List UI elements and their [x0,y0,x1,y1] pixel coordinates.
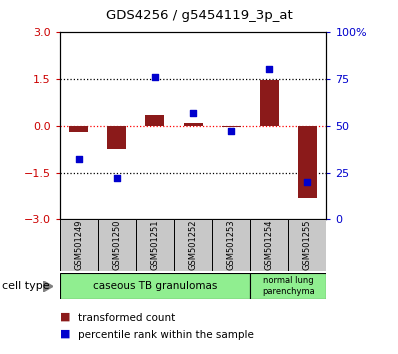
Bar [212,219,250,271]
Text: normal lung
parenchyma: normal lung parenchyma [262,276,315,296]
Text: caseous TB granulomas: caseous TB granulomas [93,281,217,291]
Text: GSM501252: GSM501252 [189,220,197,270]
Bar [250,273,326,299]
Point [190,110,196,115]
Point [304,179,310,185]
Bar [288,219,326,271]
Text: GSM501250: GSM501250 [112,220,121,270]
Text: GSM501253: GSM501253 [226,220,236,270]
Text: GSM501249: GSM501249 [74,220,83,270]
Point [228,129,234,134]
Text: cell type: cell type [2,281,50,291]
Point [76,156,82,162]
Bar [98,219,136,271]
Text: GDS4256 / g5454119_3p_at: GDS4256 / g5454119_3p_at [105,9,293,22]
Polygon shape [43,281,53,292]
Text: percentile rank within the sample: percentile rank within the sample [78,330,254,339]
Bar [250,219,288,271]
Text: transformed count: transformed count [78,313,175,323]
Bar [136,219,174,271]
Bar [298,126,317,198]
Point [114,175,120,181]
Bar [145,115,164,126]
Point [266,67,272,72]
Bar [259,80,279,126]
Bar [222,126,241,127]
Text: GSM501254: GSM501254 [265,220,274,270]
Bar [60,219,98,271]
Bar [107,126,126,149]
Text: ■: ■ [60,312,70,322]
Bar [60,273,250,299]
Text: GSM501255: GSM501255 [303,220,312,270]
Text: GSM501251: GSM501251 [150,220,160,270]
Bar [174,219,212,271]
Text: ■: ■ [60,329,70,338]
Bar [183,122,203,126]
Bar [69,126,88,132]
Point [152,74,158,80]
